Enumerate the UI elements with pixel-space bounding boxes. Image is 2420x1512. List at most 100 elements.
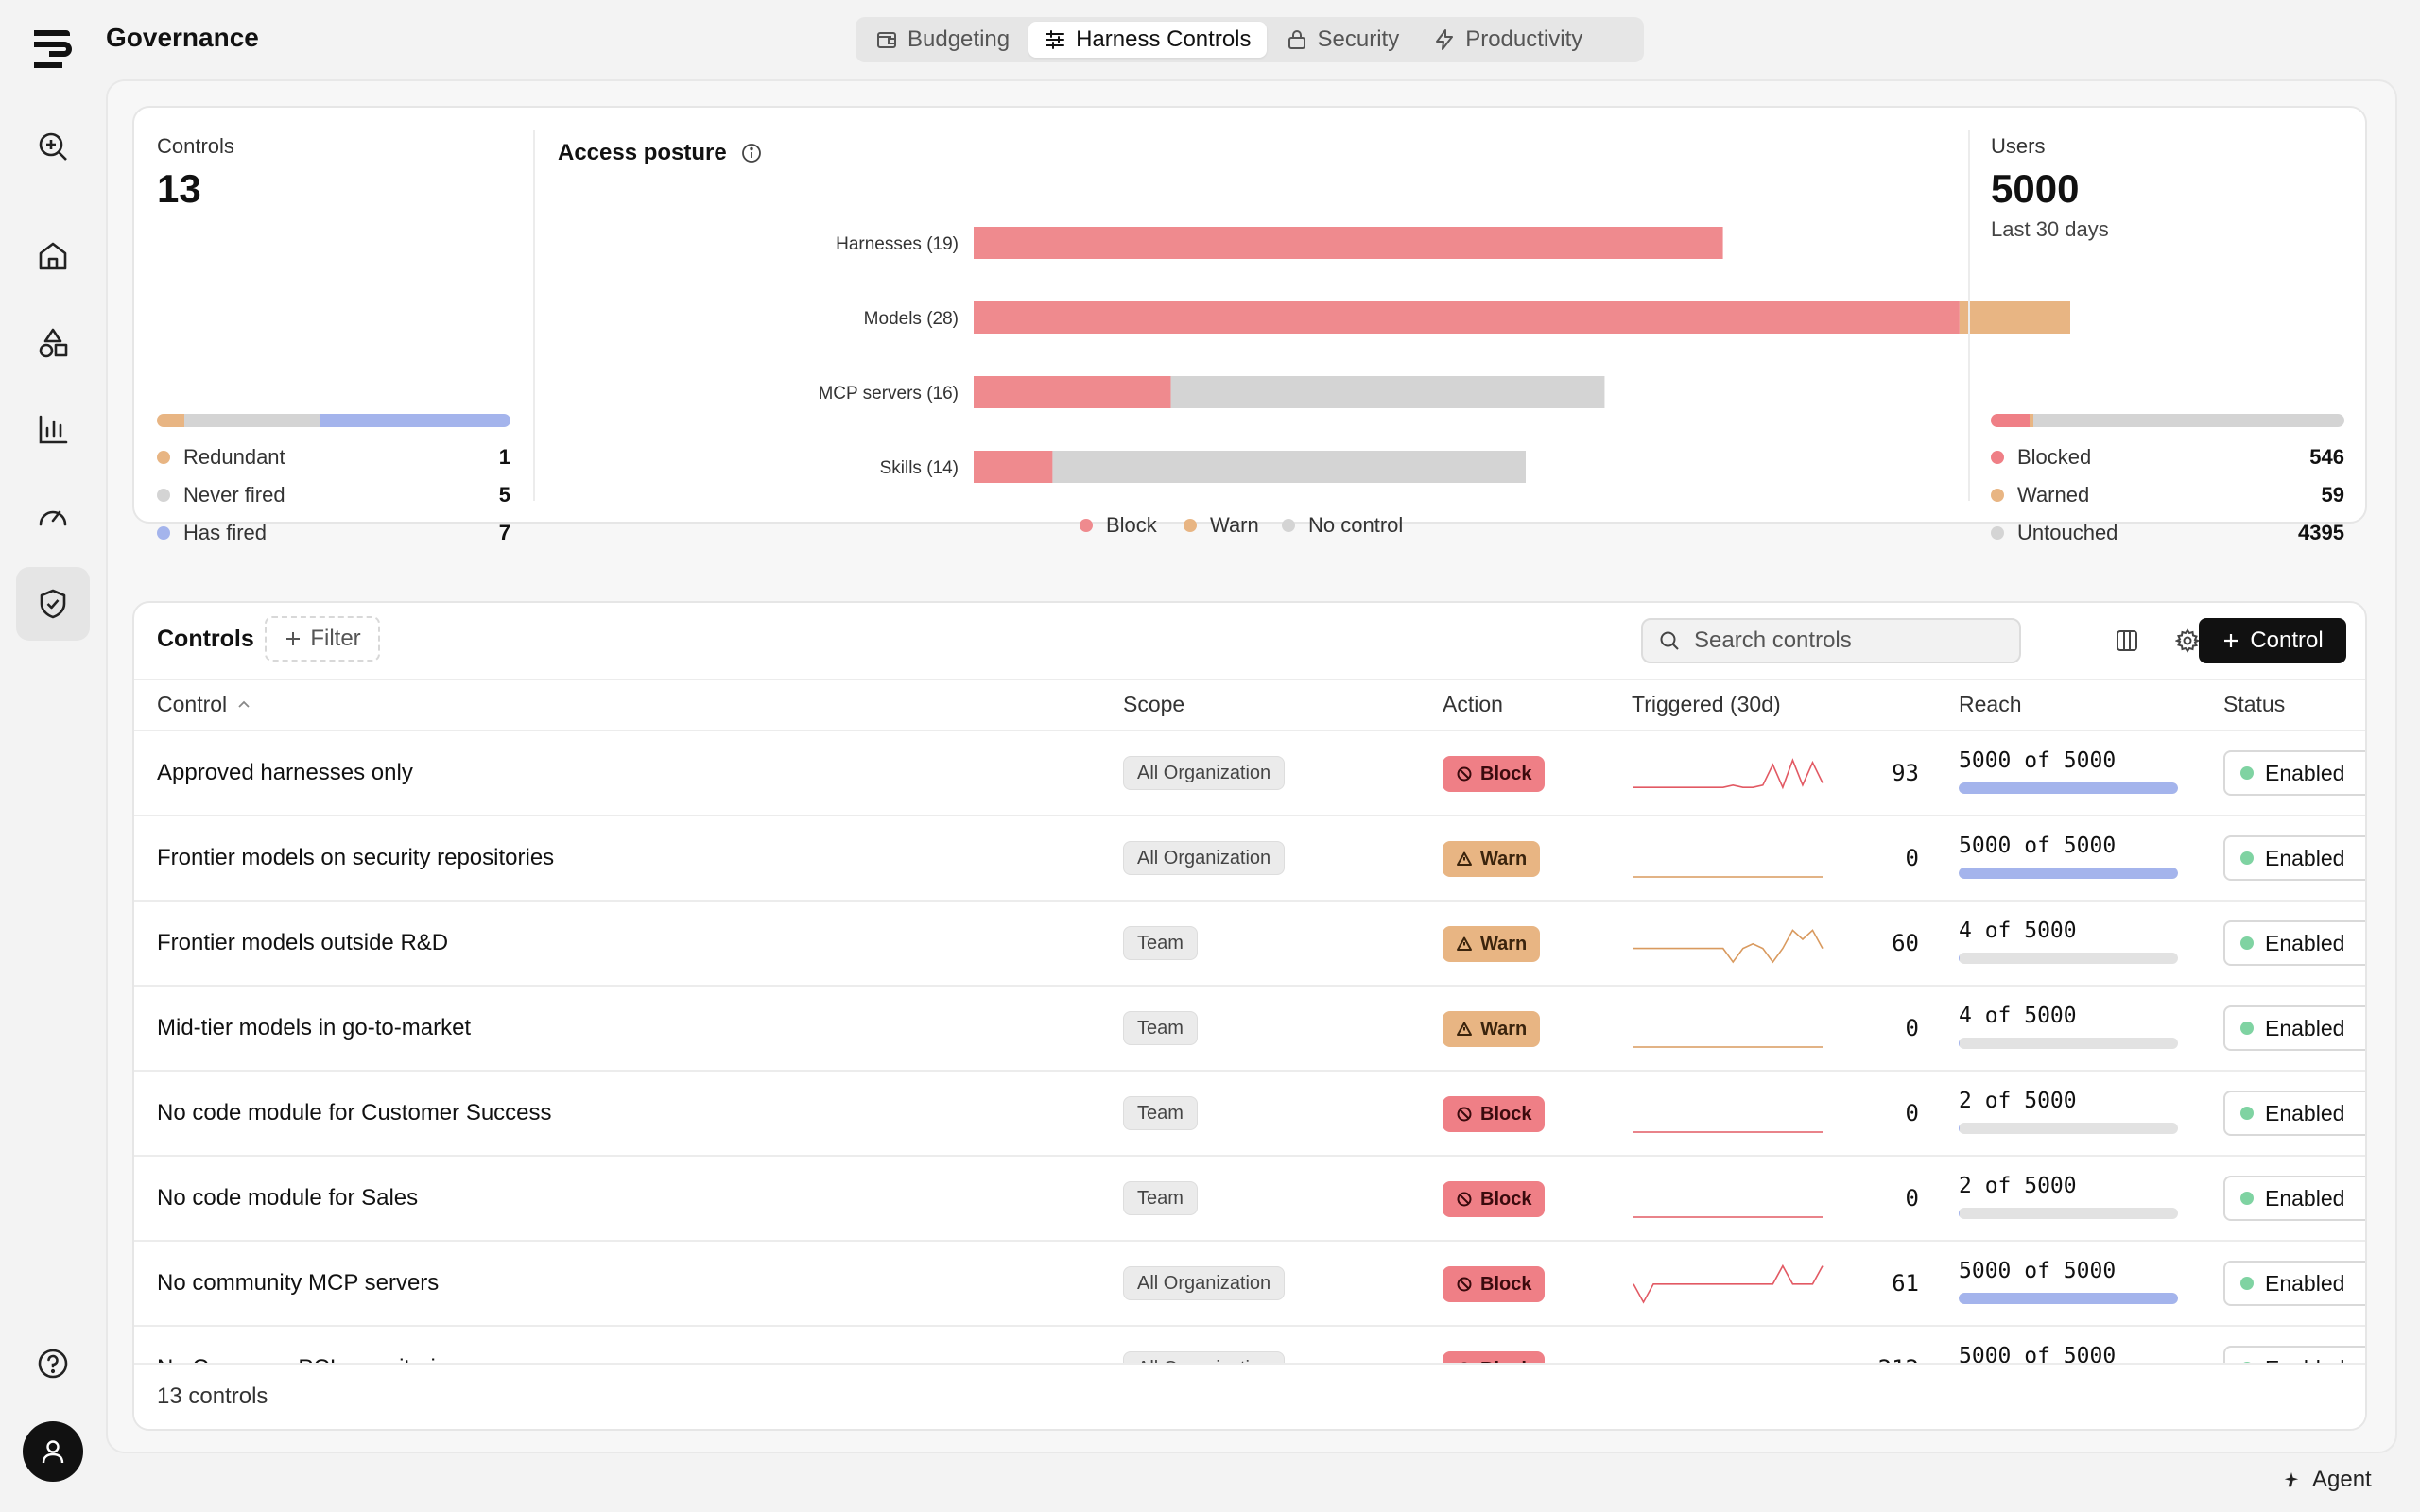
warning-icon	[1456, 850, 1473, 868]
trigger-sparkline	[1632, 1174, 1824, 1221]
control-name[interactable]: Approved harnesses only	[157, 760, 413, 786]
action-label: Warn	[1480, 849, 1527, 870]
shapes-icon	[36, 326, 70, 360]
sparkle-icon	[2280, 1469, 2303, 1491]
action-label: Block	[1480, 1104, 1531, 1125]
legend-value: 7	[499, 521, 510, 545]
app-logo-icon[interactable]	[28, 25, 76, 72]
governance-nav-button[interactable]	[16, 567, 90, 641]
column-header-scope[interactable]: Scope	[1123, 692, 1184, 717]
control-name[interactable]: Mid-tier models in go-to-market	[157, 1015, 471, 1041]
shapes-nav-button[interactable]	[16, 306, 90, 380]
explore-nav-button[interactable]	[16, 110, 90, 183]
status-dot	[2240, 1277, 2254, 1290]
legend-dot	[1080, 519, 1093, 532]
table-row[interactable]: Frontier models outside R&D Team Warn 60 4 o…	[134, 902, 2365, 987]
bar-block[interactable]	[974, 301, 1960, 334]
legend-label: Blocked	[2017, 445, 2091, 470]
reach-cell: 4 of 5000	[1959, 1004, 2182, 1049]
status-toggle[interactable]: Enabled	[2223, 835, 2365, 881]
bar-block[interactable]	[974, 376, 1171, 408]
user-avatar[interactable]	[23, 1421, 83, 1482]
bar-no-control[interactable]	[1171, 376, 1605, 408]
bar-block[interactable]	[974, 227, 1723, 259]
home-nav-button[interactable]	[16, 219, 90, 293]
reach-bar	[1959, 1293, 2178, 1304]
column-label: Control	[157, 692, 227, 717]
reach-text: 4 of 5000	[1959, 919, 2182, 943]
control-name[interactable]: No Cursor on PCI repositories	[157, 1355, 459, 1363]
status-toggle[interactable]: Enabled	[2223, 750, 2365, 796]
reach-bar	[1959, 953, 2178, 964]
table-row[interactable]: Approved harnesses only All Organization B…	[134, 731, 2365, 816]
control-name[interactable]: No code module for Sales	[157, 1185, 418, 1211]
action-badge: Block	[1443, 1266, 1545, 1302]
chart-legend-item: No control	[1282, 512, 1403, 539]
table-row[interactable]: No community MCP servers All Organization…	[134, 1242, 2365, 1327]
filter-label: Filter	[310, 626, 360, 652]
chart-legend-item: Warn	[1184, 512, 1259, 539]
legend-dot	[157, 451, 170, 464]
status-toggle[interactable]: Enabled	[2223, 1176, 2365, 1221]
control-name[interactable]: No community MCP servers	[157, 1270, 439, 1297]
reach-text: 2 of 5000	[1959, 1089, 2182, 1113]
table-row[interactable]: Mid-tier models in go-to-market Team Warn 0…	[134, 987, 2365, 1072]
action-badge: Warn	[1443, 841, 1540, 877]
bar-block[interactable]	[974, 451, 1052, 483]
segment-has-fired	[320, 414, 510, 427]
table-header: Control Scope Action Triggered (30d) Rea…	[134, 679, 2365, 731]
table-row[interactable]: No code module for Customer Success Team B…	[134, 1072, 2365, 1157]
scope-chip: All Organization	[1123, 756, 1285, 790]
table-row[interactable]: Frontier models on security repositories…	[134, 816, 2365, 902]
column-header-control[interactable]: Control	[157, 692, 251, 717]
triggered-count: 212	[1836, 1355, 1919, 1363]
search-icon	[1658, 629, 1681, 652]
column-header-status[interactable]: Status	[2223, 692, 2285, 717]
column-header-reach[interactable]: Reach	[1959, 692, 2021, 717]
status-label: Enabled	[2265, 846, 2344, 871]
action-label: Warn	[1480, 1019, 1527, 1040]
column-header-triggered[interactable]: Triggered (30d)	[1632, 692, 1781, 717]
tab-harness-controls[interactable]: Harness Controls	[1028, 22, 1266, 58]
analytics-nav-button[interactable]	[16, 393, 90, 467]
scope-chip: Team	[1123, 1011, 1198, 1045]
action-badge: Block	[1443, 1181, 1545, 1217]
sidebar	[0, 0, 104, 1512]
filter-button[interactable]: Filter	[265, 616, 380, 662]
reach-cell: 4 of 5000	[1959, 919, 2182, 964]
columns-button[interactable]	[2106, 620, 2148, 662]
status-toggle[interactable]: Enabled	[2223, 1091, 2365, 1136]
action-badge: Block	[1443, 1096, 1545, 1132]
status-label: Enabled	[2265, 1356, 2344, 1364]
shield-check-icon	[36, 587, 70, 621]
gear-icon	[2175, 628, 2200, 653]
legend-label: Has fired	[183, 521, 267, 545]
bar-no-control[interactable]	[1052, 451, 1526, 483]
status-toggle[interactable]: Enabled	[2223, 920, 2365, 966]
tab-budgeting[interactable]: Budgeting	[860, 22, 1025, 58]
tab-security[interactable]: Security	[1270, 22, 1415, 58]
info-icon[interactable]	[740, 142, 763, 164]
control-name[interactable]: Frontier models on security repositories	[157, 845, 554, 871]
controls-breakdown-bar	[157, 414, 510, 427]
segment-blocked	[1991, 414, 2030, 427]
tab-productivity[interactable]: Productivity	[1418, 22, 1598, 58]
legend-value: 1	[499, 445, 510, 470]
table-row[interactable]: No code module for Sales Team Block 0 2 of 5…	[134, 1157, 2365, 1242]
add-control-button[interactable]: Control	[2199, 618, 2346, 663]
help-nav-button[interactable]	[16, 1327, 90, 1400]
agent-button[interactable]: Agent	[2280, 1467, 2372, 1493]
status-toggle[interactable]: Enabled	[2223, 1346, 2365, 1363]
status-toggle[interactable]: Enabled	[2223, 1005, 2365, 1051]
status-toggle[interactable]: Enabled	[2223, 1261, 2365, 1306]
table-row[interactable]: No Cursor on PCI repositories All Organiz…	[134, 1327, 2365, 1363]
reach-text: 4 of 5000	[1959, 1004, 2182, 1028]
legend-label: Warned	[2017, 483, 2089, 507]
column-header-action[interactable]: Action	[1443, 692, 1503, 717]
bar-warn[interactable]	[1960, 301, 2070, 334]
search-input[interactable]	[1694, 627, 1996, 654]
trigger-sparkline	[1632, 748, 1824, 796]
control-name[interactable]: No code module for Customer Success	[157, 1100, 552, 1126]
performance-nav-button[interactable]	[16, 480, 90, 554]
control-name[interactable]: Frontier models outside R&D	[157, 930, 448, 956]
